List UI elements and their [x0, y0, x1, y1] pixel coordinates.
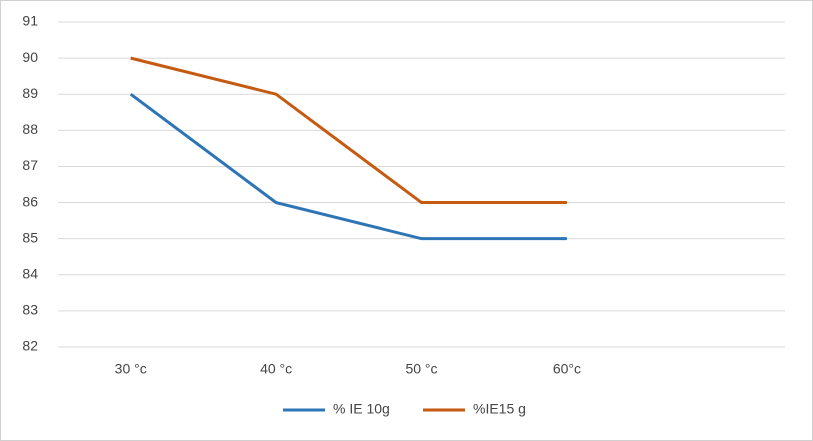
y-tick-label: 82: [22, 338, 38, 354]
x-tick-label: 60°c: [553, 361, 581, 377]
y-tick-label: 89: [22, 85, 38, 101]
y-tick-label: 86: [22, 193, 38, 209]
y-tick-label: 83: [22, 302, 38, 318]
x-tick-label: 50 °c: [405, 361, 437, 377]
y-tick-label: 91: [22, 13, 38, 29]
line-series: [130, 56, 567, 205]
legend-label: % IE 10g: [333, 401, 390, 417]
y-tick-label: 85: [22, 229, 38, 245]
y-tick-label: 84: [22, 265, 38, 281]
legend-label: %IE15 g: [473, 401, 526, 417]
x-tick-label: 40 °c: [260, 361, 292, 377]
line-series: [129, 93, 567, 241]
y-tick-label: 88: [22, 121, 38, 137]
x-tick-label: 30 °c: [115, 361, 147, 377]
y-tick-label: 90: [22, 49, 38, 65]
y-tick-label: 87: [22, 157, 38, 173]
